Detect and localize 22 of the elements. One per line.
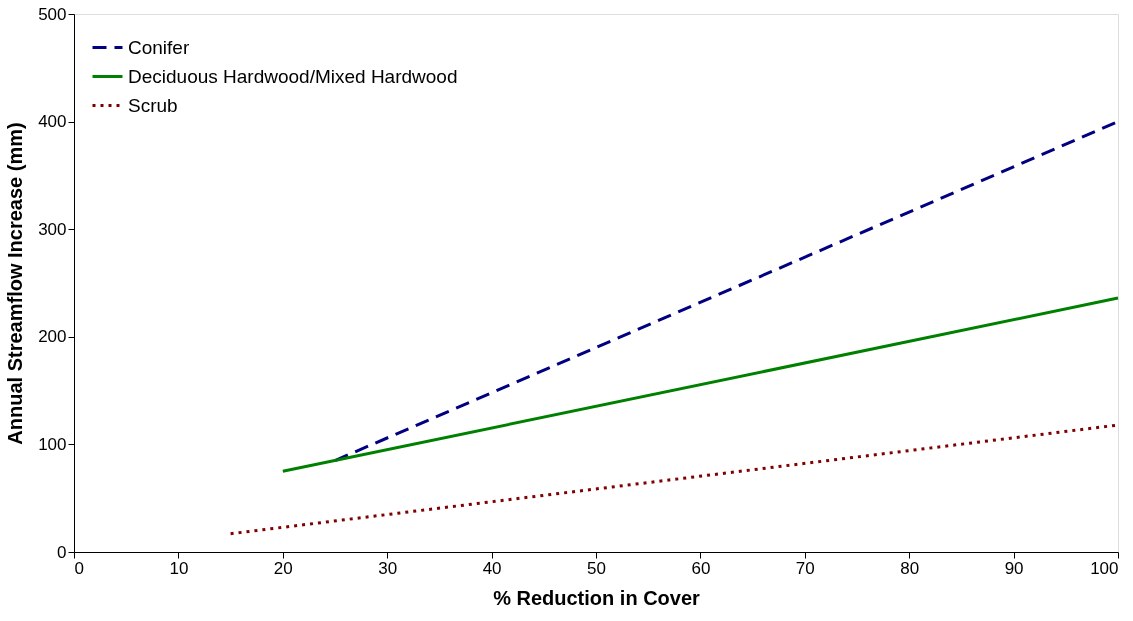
- legend-label: Deciduous Hardwood/Mixed Hardwood: [128, 65, 458, 87]
- x-tick-label: 10: [169, 558, 189, 578]
- y-tick-label: 200: [38, 327, 67, 347]
- x-tick-label: 20: [273, 558, 293, 578]
- x-tick-label: 80: [900, 558, 920, 578]
- x-tick-label: 30: [378, 558, 398, 578]
- y-tick-label: 400: [38, 112, 67, 132]
- x-tick-label: 100: [1090, 558, 1119, 578]
- y-tick-label: 500: [38, 4, 67, 24]
- x-tick-label: 70: [795, 558, 815, 578]
- legend-label: Conifer: [128, 36, 190, 58]
- y-tick-label: 300: [38, 219, 67, 239]
- y-tick-label: 0: [57, 542, 67, 562]
- x-axis-title: % Reduction in Cover: [493, 586, 701, 609]
- y-tick-label: 100: [38, 434, 67, 454]
- x-tick-label: 0: [74, 558, 84, 578]
- x-tick-label: 60: [691, 558, 711, 578]
- y-axis-title: Annual Streamflow Increase (mm): [4, 122, 27, 445]
- x-tick-label: 90: [1004, 558, 1024, 578]
- legend-label: Scrub: [128, 94, 178, 116]
- x-tick-label: 50: [587, 558, 606, 578]
- x-tick-label: 40: [482, 558, 502, 578]
